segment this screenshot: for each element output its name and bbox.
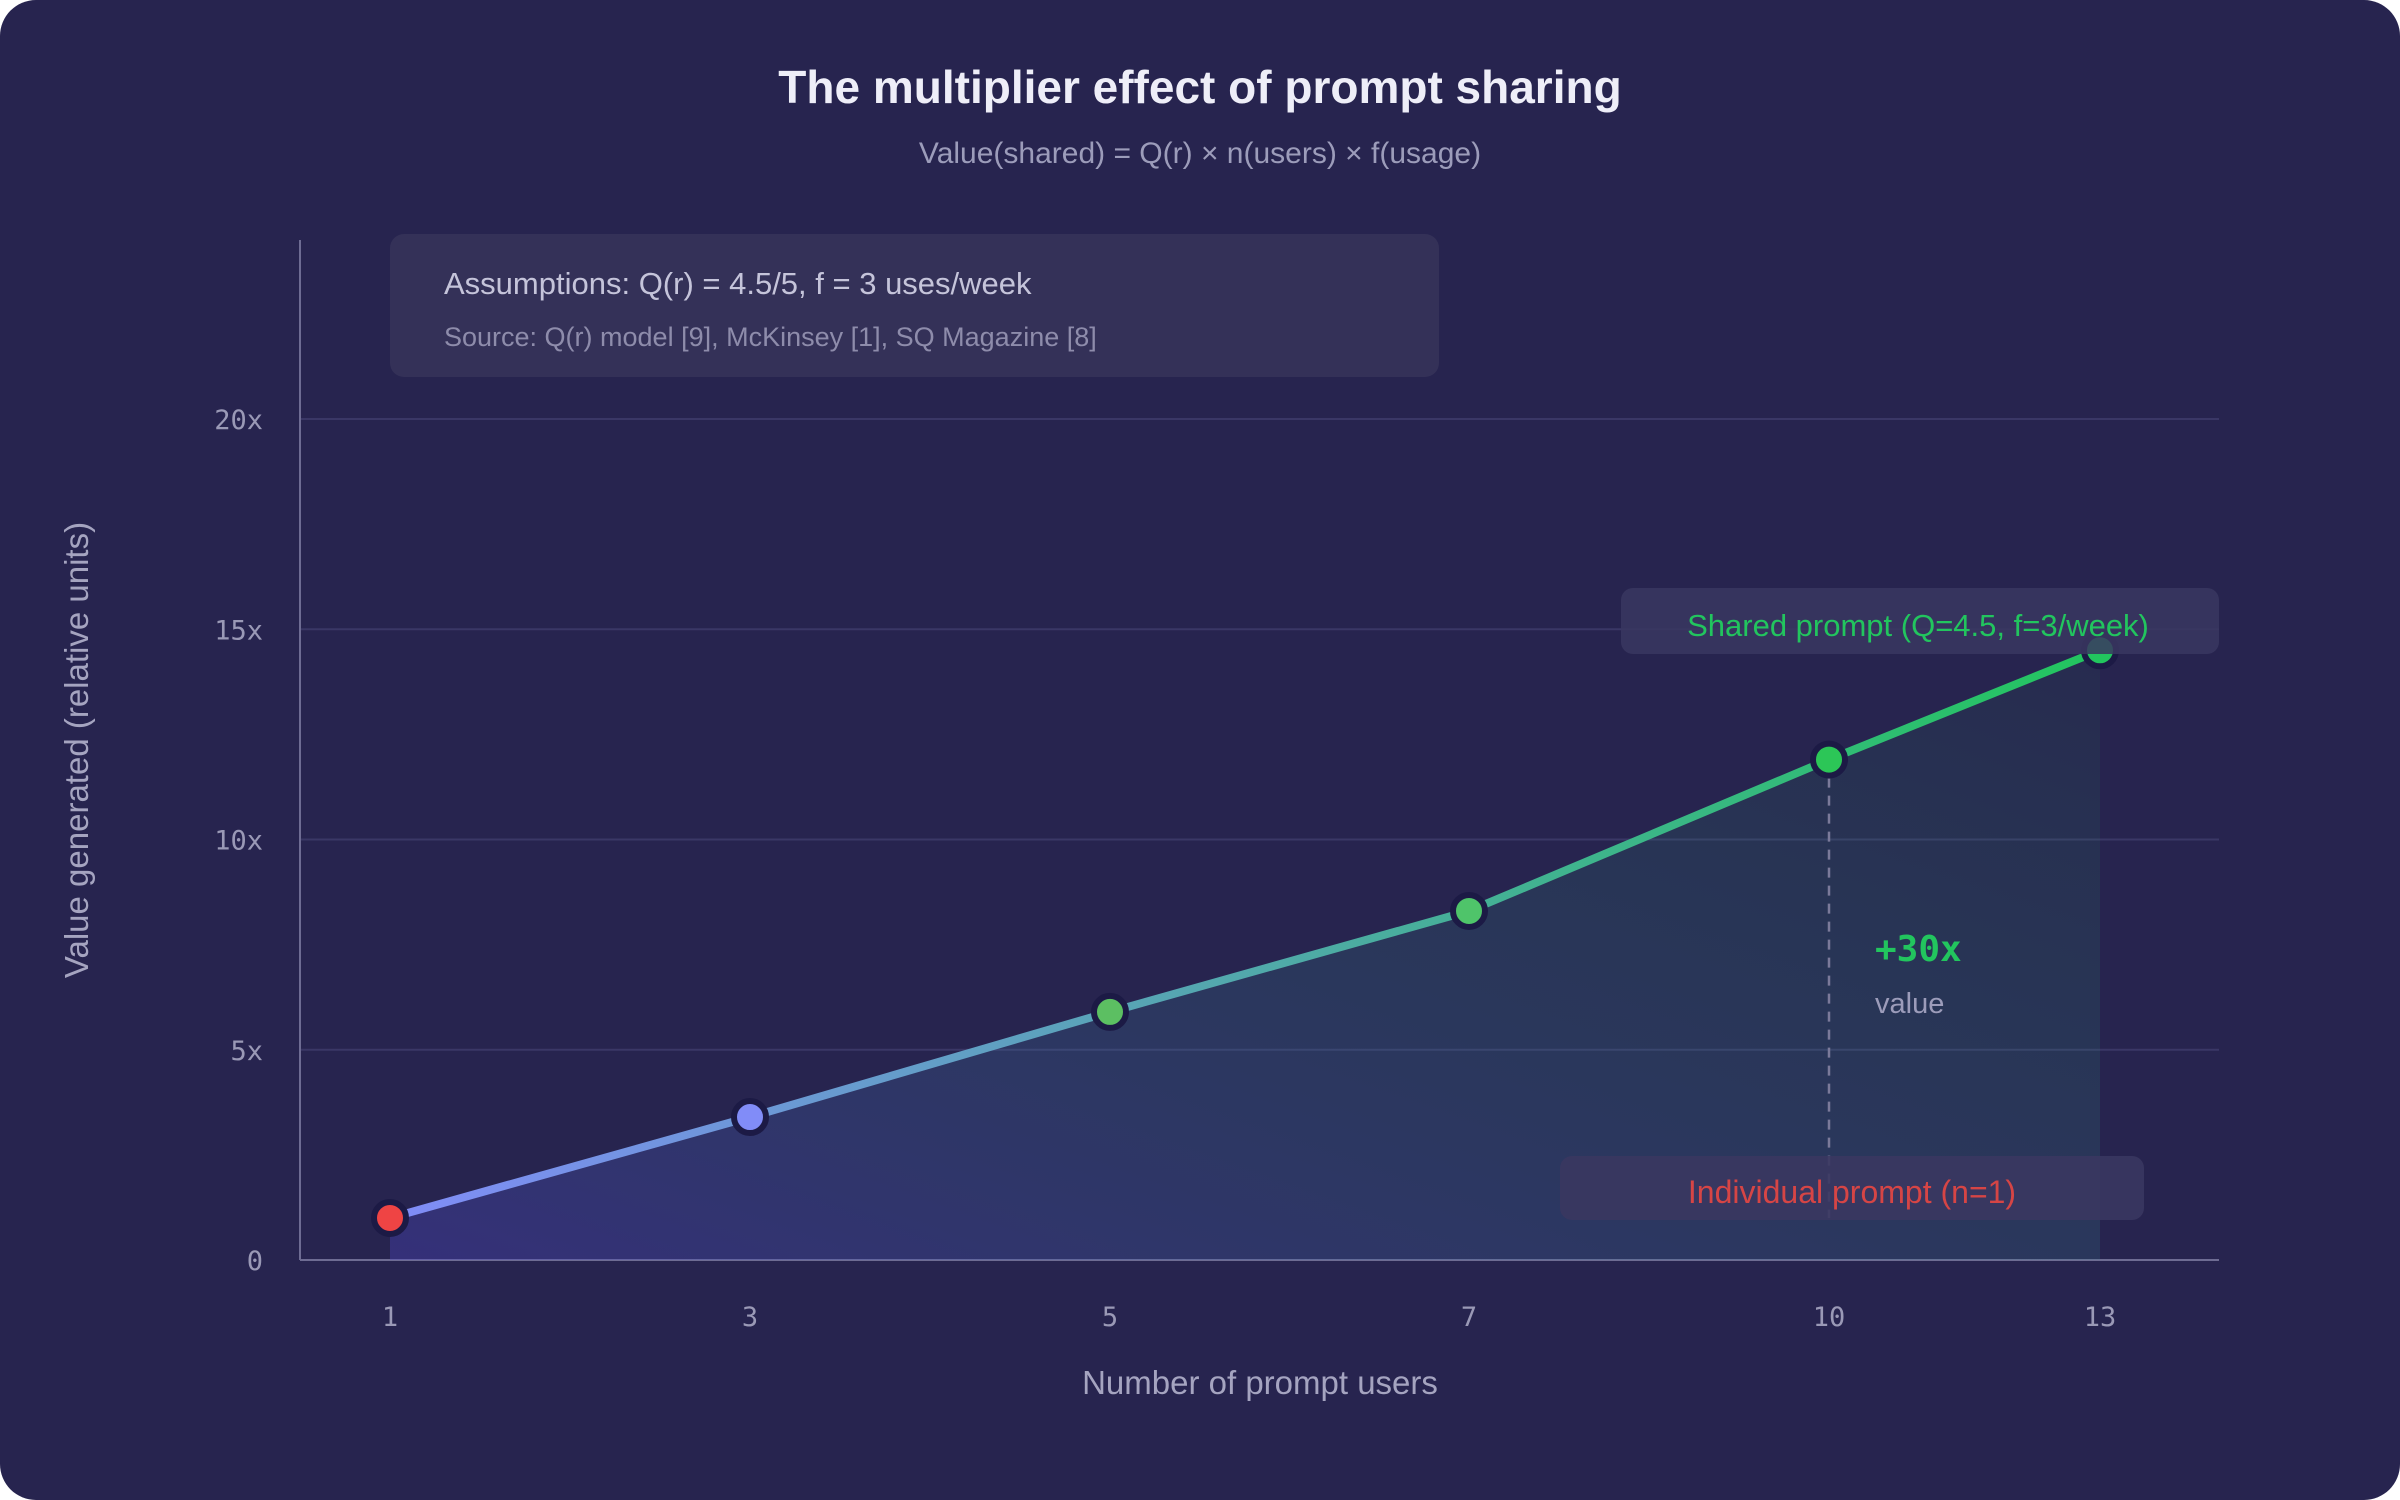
shared-area-fill — [390, 650, 2100, 1260]
shared-series-label: Shared prompt (Q=4.5, f=3/week) — [1687, 608, 2149, 643]
gain-value: +30x — [1875, 929, 1962, 970]
data-point — [1450, 891, 1488, 930]
individual-series-label: Individual prompt (n=1) — [1688, 1174, 2016, 1210]
y-axis-label: Value generated (relative units) — [58, 522, 95, 978]
data-point — [1810, 740, 1848, 779]
x-tick-label: 13 — [2084, 1302, 2117, 1333]
data-point — [1091, 992, 1129, 1031]
x-tick-label: 7 — [1461, 1302, 1477, 1333]
x-axis-label: Number of prompt users — [1082, 1364, 1438, 1401]
x-tick-label: 1 — [382, 1302, 398, 1333]
y-tick-label: 15x — [214, 615, 263, 646]
source-text: Source: Q(r) model [9], McKinsey [1], SQ… — [444, 322, 1097, 352]
individual-label-box — [1560, 1156, 2144, 1220]
y-tick-label: 10x — [214, 826, 263, 857]
x-tick-labels: 1 3 5 7 10 13 — [382, 1302, 2116, 1333]
x-tick-label: 3 — [742, 1302, 758, 1333]
shared-label-box — [1621, 588, 2219, 654]
data-point — [731, 1098, 769, 1137]
data-point — [371, 1198, 409, 1237]
y-tick-label: 20x — [214, 405, 263, 436]
x-tick-label: 10 — [1813, 1302, 1846, 1333]
gain-label: value — [1875, 988, 1944, 1020]
assumptions-box — [390, 234, 1439, 377]
chart-title: The multiplier effect of prompt sharing — [778, 61, 1621, 113]
assumptions-text: Assumptions: Q(r) = 4.5/5, f = 3 uses/we… — [444, 266, 1032, 301]
x-tick-label: 5 — [1102, 1302, 1118, 1333]
chart-subtitle: Value(shared) = Q(r) × n(users) × f(usag… — [919, 137, 1481, 170]
y-tick-labels: 0 5x 10x 15x 20x — [214, 405, 263, 1277]
y-tick-label: 5x — [230, 1036, 263, 1067]
y-tick-label: 0 — [247, 1246, 263, 1277]
shared-series-line — [388, 646, 2102, 1222]
